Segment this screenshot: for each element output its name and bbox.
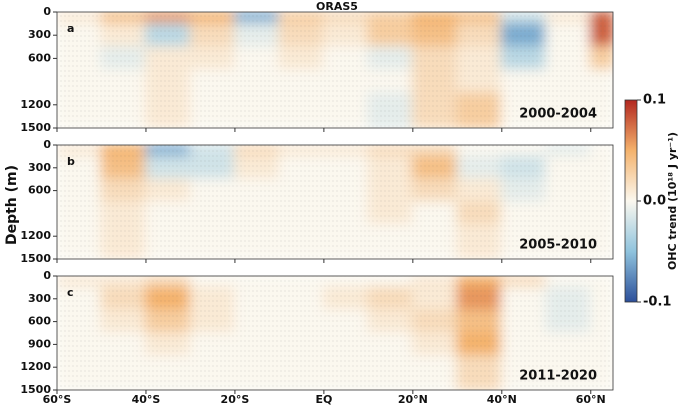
y-tick-label: 0 (43, 138, 51, 151)
colorbar-tick-label: 0.1 (643, 93, 666, 108)
field (57, 276, 613, 390)
x-tick-label: 40°N (487, 393, 517, 405)
y-tick-label: 1200 (20, 98, 51, 111)
colorbar-tick-label: -0.1 (643, 295, 671, 310)
colorbar-tick-label: 0.0 (643, 194, 666, 209)
x-tick-label: 20°N (398, 393, 428, 405)
y-tick-label: 300 (28, 161, 51, 174)
stipple (57, 12, 613, 128)
panel-frame (56, 275, 614, 391)
stipple (57, 276, 613, 390)
period-label: 2005-2010 (519, 238, 597, 253)
colorbar-label: OHC trend (10¹⁸ J yr⁻¹) (666, 132, 679, 270)
x-tick-label: 60°S (43, 393, 72, 405)
y-tick-label: 600 (28, 315, 51, 328)
y-tick-label: 0 (43, 5, 51, 18)
y-tick-label: 0 (43, 269, 51, 282)
y-axis-label: Depth (m) (4, 165, 20, 245)
field (57, 12, 613, 128)
y-tick-label: 1500 (20, 121, 51, 134)
y-tick-label: 300 (28, 292, 51, 305)
y-tick-label: 1500 (20, 252, 51, 265)
stipple (57, 145, 613, 259)
y-tick-label: 900 (28, 337, 51, 350)
y-tick-label: 1200 (20, 229, 51, 242)
panel-frame (56, 144, 614, 260)
x-tick-label: EQ (315, 393, 332, 405)
chart-title: ORAS5 (316, 0, 358, 13)
y-tick-label: 300 (28, 28, 51, 41)
panel-label: a (67, 22, 74, 35)
field (57, 145, 613, 259)
x-tick-label: 20°S (221, 393, 250, 405)
colorbar (624, 99, 638, 303)
y-tick-label: 1500 (20, 383, 51, 396)
x-tick-label: 60°N (576, 393, 606, 405)
panel-label: c (67, 286, 74, 299)
x-tick-label: 40°S (132, 393, 161, 405)
y-tick-label: 600 (28, 184, 51, 197)
panel-frame (56, 11, 614, 129)
period-label: 2011-2020 (519, 369, 597, 384)
period-label: 2000-2004 (519, 107, 597, 122)
panel-label: b (67, 155, 75, 168)
y-tick-label: 600 (28, 51, 51, 64)
y-tick-label: 1200 (20, 360, 51, 373)
